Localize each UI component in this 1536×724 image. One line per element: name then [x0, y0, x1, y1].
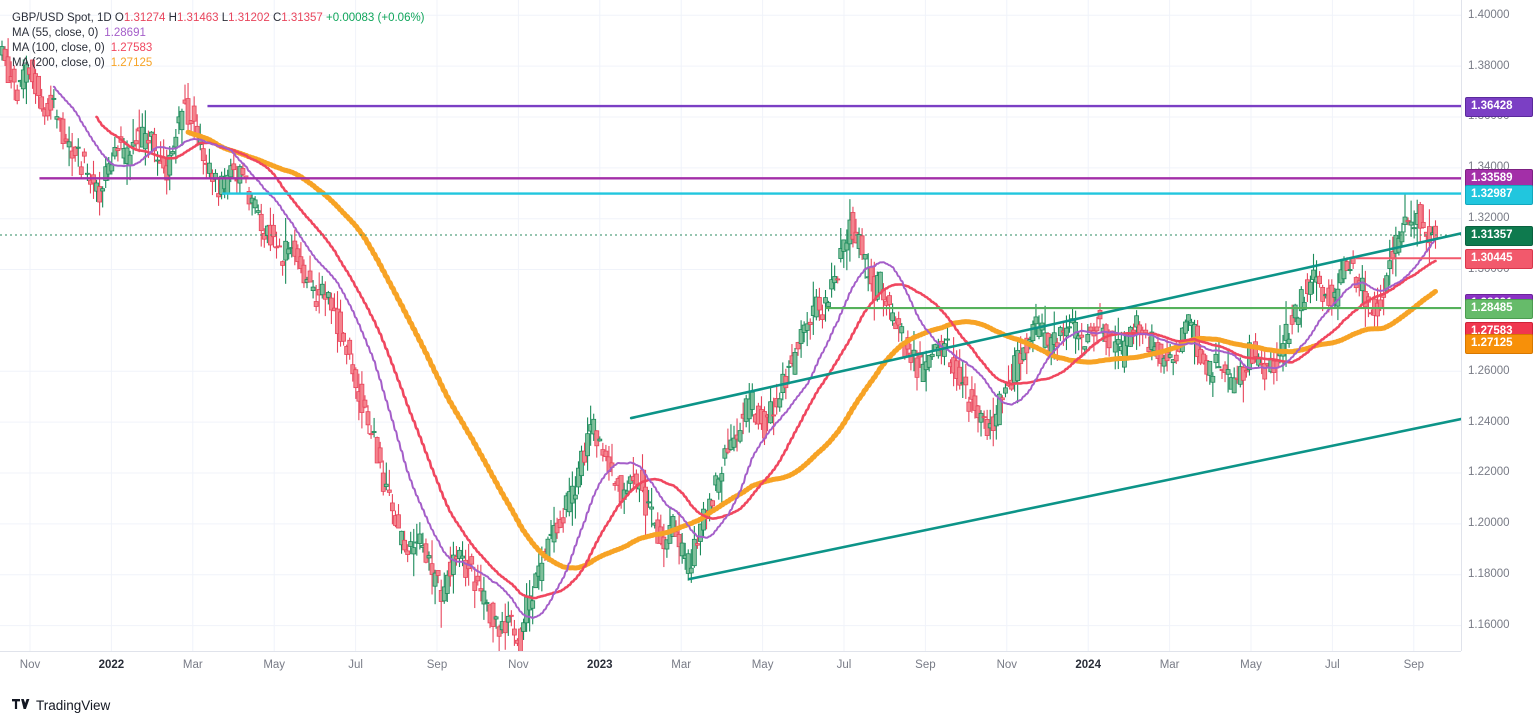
- price-tick-10: 1.18000: [1468, 568, 1510, 581]
- chart-canvas: [0, 0, 1461, 651]
- price-tick-0: 1.40000: [1468, 8, 1510, 21]
- price-tick-1: 1.38000: [1468, 59, 1510, 72]
- time-tick-2: Mar: [182, 659, 203, 671]
- price-badge-ma200-value-1-27125[interactable]: 1.27125: [1465, 333, 1533, 354]
- horizontal-gridlines: [0, 14, 1461, 627]
- price-badge-resistance-1-36428[interactable]: 1.36428: [1465, 97, 1533, 118]
- price-tick-8: 1.22000: [1468, 466, 1510, 479]
- time-tick-14: Mar: [1159, 659, 1180, 671]
- vertical-gridlines: [29, 0, 1415, 651]
- time-tick-16: Jul: [1325, 659, 1340, 671]
- price-badge-level-1-30445[interactable]: 1.30445: [1465, 249, 1533, 270]
- price-badge-support-1-28485[interactable]: 1.28485: [1465, 299, 1533, 320]
- price-badge-last-price-1-31357[interactable]: 1.31357: [1465, 226, 1533, 247]
- time-tick-10: Jul: [836, 659, 852, 671]
- ma55-line: [52, 85, 1437, 619]
- time-tick-1: 2022: [98, 659, 125, 671]
- time-axis[interactable]: Nov 2022 Mar May Jul Sep Nov 2023 Mar May Jul Sep No…: [0, 651, 1461, 680]
- ma200-line: [185, 129, 1438, 571]
- tv-glyph: [12, 699, 30, 709]
- tradingview-logo-icon: [12, 698, 30, 713]
- time-tick-7: 2023: [587, 659, 613, 671]
- chart-plot-area[interactable]: [0, 0, 1461, 651]
- time-tick-0: Nov: [19, 659, 41, 671]
- tradingview-wordmark: TradingView: [36, 698, 111, 713]
- time-tick-11: Sep: [915, 659, 936, 671]
- price-axis[interactable]: 1.400001.380001.360001.340001.320001.300…: [1461, 0, 1536, 651]
- time-tick-9: May: [751, 659, 774, 671]
- price-tick-6: 1.26000: [1468, 364, 1510, 377]
- time-tick-6: Nov: [508, 659, 529, 671]
- time-tick-5: Sep: [426, 659, 448, 671]
- time-tick-15: May: [1240, 659, 1262, 671]
- price-badge-resistance-1-32987[interactable]: 1.32987: [1465, 184, 1533, 205]
- time-tick-17: Sep: [1403, 659, 1425, 671]
- time-tick-8: Mar: [671, 659, 692, 671]
- time-tick-13: 2024: [1075, 659, 1101, 671]
- tradingview-branding: TradingView: [12, 698, 110, 713]
- price-tick-9: 1.20000: [1468, 517, 1510, 530]
- time-tick-4: Jul: [348, 659, 363, 671]
- time-tick-3: May: [263, 659, 286, 671]
- price-tick-4: 1.32000: [1468, 212, 1510, 225]
- horizontal-level-lines: [39, 104, 1461, 310]
- trend-channel-lines: [629, 232, 1461, 581]
- candlestick-series: [0, 38, 1438, 651]
- price-tick-11: 1.16000: [1468, 619, 1510, 632]
- ma100-line: [95, 115, 1437, 600]
- price-tick-7: 1.24000: [1468, 415, 1510, 428]
- time-tick-12: Nov: [996, 659, 1018, 671]
